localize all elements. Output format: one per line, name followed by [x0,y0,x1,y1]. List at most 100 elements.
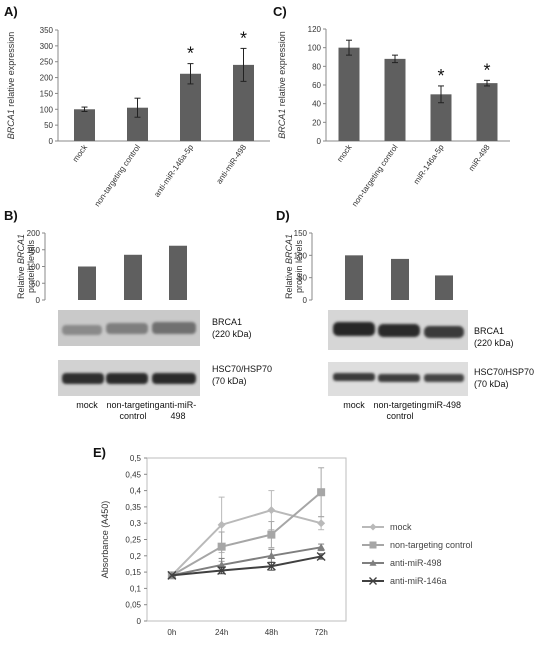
chart-a-ytick-label: 0 [49,137,54,146]
chart-b-y-axis-title-line: protein levels [26,239,36,293]
legend-marker-non-targeting-control [369,541,377,549]
chart-b-lane-label-non-targeting-control: non-targeting [106,400,159,410]
chart-b-blot-label-0: (220 kDa) [212,329,252,339]
chart-e-point-mock [267,506,276,515]
chart-d-blot-label-1: HSC70/HSP70 [474,367,534,377]
chart-e-line-anti-mir-146a [171,555,322,577]
chart-b-lane-label-non-targeting-control: control [119,411,146,421]
chart-d-ytick-label: 50 [298,274,307,283]
chart-c-category-label-mock: mock [335,142,354,164]
chart-b-blot-label-0: BRCA1 [212,317,242,327]
chart-b-bar-mock [78,266,96,300]
chart-e-point-mock [217,520,226,529]
blot-b-hsc70-band-control [106,373,148,384]
chart-b-lane-label-anti-mir-498: 498 [170,411,185,421]
chart-c-category-label-mir-498: miR-498 [467,143,492,173]
chart-d-lane-label-mir-498: miR-498 [427,400,461,410]
chart-a-bar-mock [74,109,95,141]
chart-c-category-label-non-targeting-control: non-targeting control [350,143,400,208]
chart-c-ytick-label: 40 [312,100,321,109]
chart-e-point-non-targeting-control [267,530,276,539]
chart-c-y-axis-title: BRCA1 relative expression [277,31,287,139]
chart-b-ytick-label: 100 [27,263,41,272]
chart-d-y-axis-title-line: protein levels [294,239,304,293]
chart-e-absorbance: 0 0,05 0,1 0,15 0,2 0,25 0,3 0,35 0,4 0,45 0,5 0h 24… [100,454,473,637]
chart-d-y-axis-title-line: Relative BRCA1 [284,234,294,299]
chart-a-y-axis-title: BRCA1 relative expression [6,32,16,140]
chart-a-ytick-label: 150 [40,89,54,98]
chart-a-bar-anti-mir-146a-5p [180,73,201,141]
chart-d-bar-mock [345,255,363,300]
legend-marker-mock [369,523,377,531]
chart-c-ytick-label: 100 [308,44,322,53]
chart-d-blot-label-0: (220 kDa) [474,338,514,348]
blot-d-hsc70-band-mir-498 [424,374,464,382]
legend-label-mock: mock [390,522,412,532]
chart-e-line-anti-mir-498 [171,546,322,577]
chart-c-ytick-label: 0 [317,137,322,146]
chart-a-bar-anti-mir-498 [233,64,254,141]
chart-d-bar-mir-498 [435,275,453,300]
chart-e-xtick-label-0h: 0h [167,628,176,637]
chart-b-ytick-label: 0 [36,296,41,305]
chart-c-category-label-mir-146a-5p: miR-146a-5p [412,143,446,186]
chart-c-bar-mir-498 [476,83,498,141]
chart-d-ytick-label: 0 [303,296,308,305]
chart-e-xtick-label-24h: 24h [215,628,228,637]
chart-a-ytick-label: 50 [44,121,53,130]
chart-b-blot-label-1: (70 kDa) [212,376,247,386]
chart-e-ytick-label: 0,4 [130,487,142,496]
chart-e-point-anti-mir-498 [217,560,226,569]
chart-b-ytick-label: 150 [27,246,41,255]
chart-e-ytick-label: 0,15 [125,568,141,577]
chart-e-ytick-label: 0,45 [125,470,141,479]
chart-a-ytick-label: 200 [40,74,54,83]
chart-e-ytick-label: 0,25 [125,536,141,545]
blot-d-brca1-band-control [378,324,420,337]
chart-b-bar-non-targeting-control [124,254,142,300]
blot-d-brca1-band-mir-498 [424,326,464,338]
legend-marker-anti-mir-498 [369,559,377,566]
chart-a-category-label-anti-mir-146a-5p: anti-miR-146a-5p [152,143,195,199]
chart-a-bar-non-targeting-control [127,107,148,141]
blot-d-hsc70-band-control [378,374,420,382]
blot-b-brca1-band-mock [62,325,102,335]
chart-c-bar-mock [338,47,360,141]
blot-b-hsc70-band-mock [62,373,104,384]
chart-d-ytick-label: 100 [294,251,308,260]
chart-a-significance-star-anti-mir-498: * [240,28,247,48]
chart-e-point-anti-mir-146a [167,570,177,580]
chart-e-series-non-targeting-control [167,467,326,580]
chart-b-ytick-label: 50 [31,279,40,288]
chart-e-point-anti-mir-146a [217,565,227,575]
blot-d-hsc70-band-mock [333,373,375,381]
western-blot-b [58,310,200,396]
panel-letter-a: A) [4,4,18,19]
chart-b-y-axis-title-line: Relative BRCA1 [16,234,26,299]
chart-e-point-anti-mir-498 [317,543,326,551]
chart-a-ytick-label: 300 [40,42,54,51]
chart-e-point-non-targeting-control [317,488,326,497]
chart-c-ytick-label: 60 [312,81,321,90]
chart-e-ytick-label: 0,3 [130,519,142,528]
chart-e-ytick-label: 0,2 [130,552,142,561]
panel-letter-d: D) [276,208,290,223]
chart-d-blot-label-1: (70 kDa) [474,379,509,389]
western-blot-d [328,310,468,396]
chart-c-ytick-label: 80 [312,62,321,71]
chart-e-plot-frame [146,457,347,622]
chart-a-category-label-non-targeting-control: non-targeting control [93,143,143,208]
chart-e-line-non-targeting-control [171,491,322,577]
blot-b-hsc70-band-anti-mir-498 [152,373,196,384]
panel-letter-b: B) [4,208,18,223]
chart-c-significance-star-mir-146a-5p: * [437,66,444,86]
chart-c-ytick-label: 20 [312,118,321,127]
chart-e-ytick-label: 0,1 [130,584,142,593]
chart-b-ytick-label: 200 [27,229,41,238]
chart-e-ytick-label: 0 [137,617,142,626]
chart-e-xtick-label-72h: 72h [314,628,327,637]
panel-letter-c: C) [273,4,287,19]
chart-c-relative-expression: 0 20 40 60 80 100 120 BRCA1 relative expression… [277,25,510,208]
